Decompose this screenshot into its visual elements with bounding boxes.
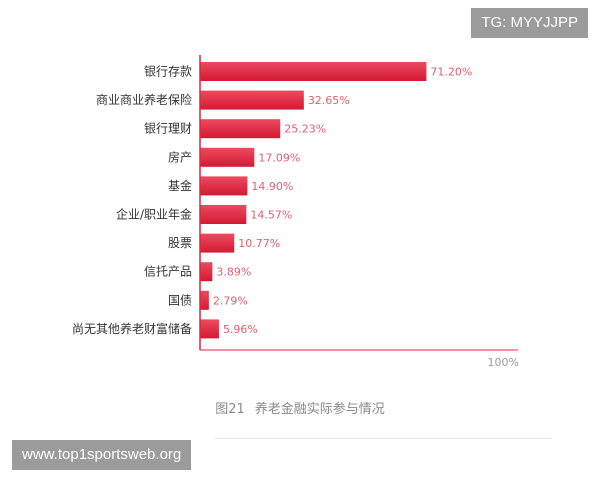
bar-2 <box>200 119 281 139</box>
value-label-4: 14.90% <box>251 180 293 193</box>
bar-8 <box>200 290 209 310</box>
bar-6 <box>200 233 235 253</box>
figure-number: 图21 <box>215 402 245 417</box>
value-label-9: 5.96% <box>223 323 258 336</box>
category-label-5: 企业/职业年金 <box>116 207 192 222</box>
x-axis-max-label: 100% <box>488 356 519 369</box>
category-label-4: 基金 <box>168 178 192 193</box>
category-label-1: 商业商业养老保险 <box>96 92 192 107</box>
figure-title: 养老金融实际参与情况 <box>254 402 385 417</box>
bar-9 <box>200 319 219 339</box>
value-label-8: 2.79% <box>213 294 248 307</box>
category-label-2: 银行理财 <box>144 122 192 136</box>
category-label-9: 尚无其他养老财富储备 <box>72 321 192 336</box>
category-label-7: 信托产品 <box>144 265 192 279</box>
category-label-0: 银行存款 <box>144 65 192 79</box>
figure-caption: 图21 养老金融实际参与情况 <box>0 398 600 417</box>
bar-4 <box>200 176 248 196</box>
bar-5 <box>200 205 247 224</box>
bars-layer: 银行存款 71.20% 商业商业养老保险 32.65% 银行理财 25.23% 房产 17.0… <box>72 62 472 339</box>
value-label-1: 32.65% <box>308 94 350 107</box>
value-label-7: 3.89% <box>216 266 251 279</box>
value-label-0: 71.20% <box>430 66 472 79</box>
bar-7 <box>200 262 213 282</box>
value-label-2: 25.23% <box>284 123 326 136</box>
watermark-top: TG: MYYJJPP <box>471 8 588 38</box>
value-label-6: 10.77% <box>238 237 280 250</box>
bar-1 <box>200 90 304 110</box>
category-label-8: 国债 <box>168 293 192 307</box>
value-label-5: 14.57% <box>250 209 292 222</box>
value-label-3: 17.09% <box>258 151 300 164</box>
bar-3 <box>200 147 255 167</box>
category-label-3: 房产 <box>168 149 192 164</box>
bar-0 <box>200 62 427 81</box>
divider <box>215 438 552 439</box>
watermark-bottom: www.top1sportsweb.org <box>12 440 192 470</box>
category-label-6: 股票 <box>168 236 192 250</box>
